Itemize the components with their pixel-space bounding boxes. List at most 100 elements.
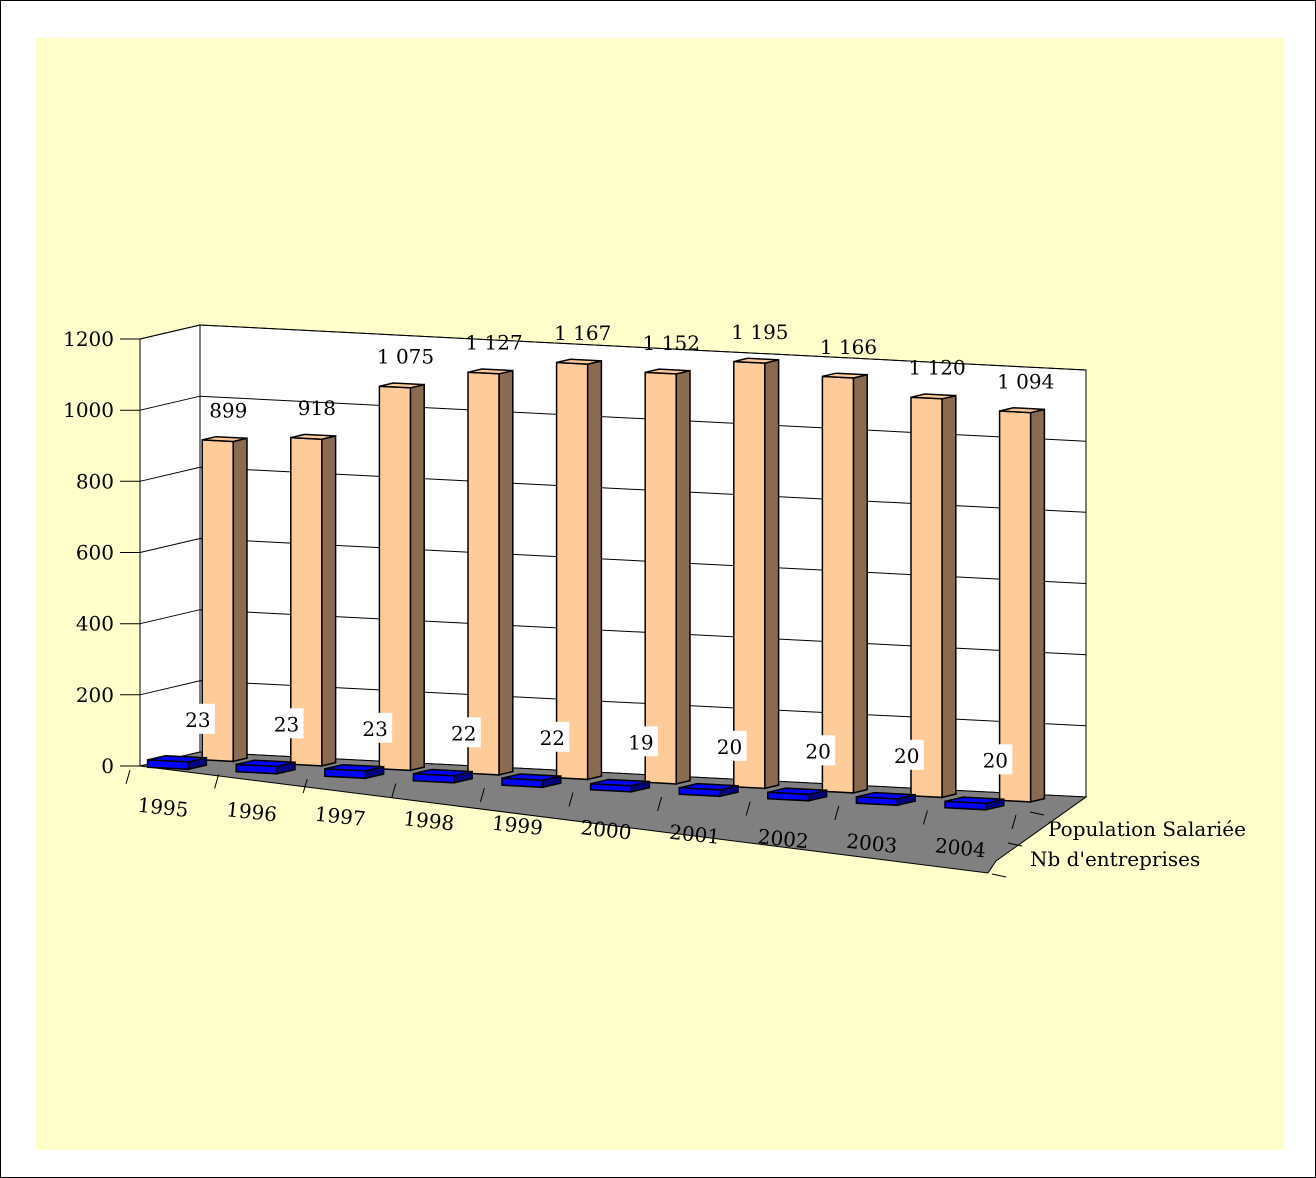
population-bar-front (998, 410, 1032, 803)
series-label-population: Population Salariée (1048, 817, 1246, 841)
y-tick-label: 800 (76, 469, 114, 493)
entreprises-value-label: 23 (185, 708, 210, 732)
population-value-label: 1 195 (731, 320, 788, 344)
x-tick (834, 805, 840, 821)
entreprises-label-box (180, 703, 215, 734)
entreprises-value-label: 23 (274, 712, 299, 736)
x-tick (391, 783, 397, 798)
entreprises-value-label: 23 (362, 717, 387, 741)
population-bar-top (379, 382, 425, 389)
population-bar-top (645, 368, 691, 375)
depth-tick (1007, 842, 1023, 847)
y-tick-label: 1200 (63, 327, 114, 351)
x-tick-label: 2003 (845, 829, 898, 858)
x-tick (302, 778, 308, 794)
y-tick-label: 1000 (63, 398, 114, 422)
x-tick-label: 1995 (136, 793, 189, 822)
x-tick-label: 2004 (934, 833, 987, 862)
entreprises-label-box (269, 708, 304, 739)
x-tick-label: 2000 (579, 815, 632, 844)
x-tick-label: 1999 (491, 811, 544, 840)
population-value-label: 918 (298, 396, 336, 420)
population-bar-side (941, 394, 957, 799)
population-bar-top (910, 393, 956, 400)
population-bar-front (644, 371, 677, 785)
population-bar-side (764, 358, 780, 790)
population-value-label: 1 094 (997, 370, 1054, 394)
population-value-label: 899 (209, 398, 247, 422)
x-tick-label: 1996 (225, 797, 278, 826)
entreprises-label-box (446, 717, 481, 748)
population-value-label: 1 152 (643, 331, 700, 355)
population-bar-front (555, 361, 589, 781)
entreprises-value-label: 22 (451, 721, 476, 745)
population-bar-front (733, 360, 766, 790)
x-tick-label: 2001 (668, 820, 721, 849)
depth-tick (991, 873, 1007, 878)
population-bar-side (675, 369, 691, 785)
entreprises-bar-top (944, 796, 1004, 805)
y-tick-label: 600 (76, 541, 114, 565)
x-tick (125, 769, 131, 785)
population-bar-front (821, 375, 855, 794)
x-tick-label: 1998 (402, 806, 455, 835)
population-bar-top (999, 407, 1045, 414)
x-tick (657, 796, 663, 812)
population-bar-top (467, 368, 513, 375)
population-bar-side (409, 383, 425, 772)
population-bar-top (556, 358, 602, 365)
x-tick (214, 774, 220, 789)
series-label-entreprises: Nb d'entreprises (1030, 847, 1200, 871)
population-bar-side (1029, 408, 1046, 803)
population-value-label: 1 167 (554, 321, 611, 345)
x-tick-label: 1997 (314, 802, 367, 831)
gridline (139, 537, 1087, 584)
gridline (139, 609, 1087, 656)
y-tick-label: 400 (76, 612, 114, 636)
population-value-label: 1 127 (465, 331, 522, 355)
y-tick-label: 200 (76, 683, 114, 707)
entreprises-bar-top (501, 773, 561, 782)
gridline (139, 395, 1087, 442)
y-tick-label: 0 (101, 754, 114, 778)
entreprises-value-label: 20 (717, 735, 742, 759)
population-bar-top (733, 357, 779, 364)
population-bar-front (378, 385, 412, 772)
entreprises-bar-top (767, 787, 827, 796)
entreprises-value-label: 20 (894, 744, 919, 768)
population-bar-front (467, 371, 500, 776)
population-bar-top (822, 372, 868, 379)
entreprises-bar-top (856, 791, 916, 800)
entreprises-bar-top (590, 778, 650, 787)
population-bar-side (586, 359, 603, 781)
depth-tick (1029, 811, 1045, 816)
population-bar-top (202, 435, 248, 443)
entreprises-label-box (889, 739, 924, 770)
entreprises-label-box (358, 712, 393, 743)
entreprises-label-box (978, 744, 1013, 775)
population-bar-front (910, 396, 943, 799)
population-bar-side (232, 437, 248, 763)
x-tick (745, 801, 751, 816)
x-tick (1011, 814, 1017, 830)
entreprises-bar-top (236, 759, 296, 768)
gridline (139, 466, 1087, 513)
entreprises-bar-top (679, 782, 739, 791)
entreprises-label-box (801, 735, 836, 766)
population-bar-side (852, 373, 868, 794)
entreprises-label-box (535, 721, 570, 752)
population-bar-side (498, 369, 514, 776)
entreprises-label-box (712, 730, 747, 761)
x-tick-label: 2002 (757, 824, 810, 853)
population-bar-side (321, 435, 337, 767)
entreprises-bar-top (147, 754, 207, 763)
gridline (139, 680, 1087, 727)
population-value-label: 1 120 (908, 356, 965, 380)
entreprises-value-label: 19 (628, 730, 653, 754)
entreprises-value-label: 20 (983, 748, 1008, 772)
floor (139, 751, 1088, 874)
population-value-label: 1 166 (820, 335, 877, 359)
x-tick (568, 792, 574, 807)
gridline (139, 324, 1087, 371)
